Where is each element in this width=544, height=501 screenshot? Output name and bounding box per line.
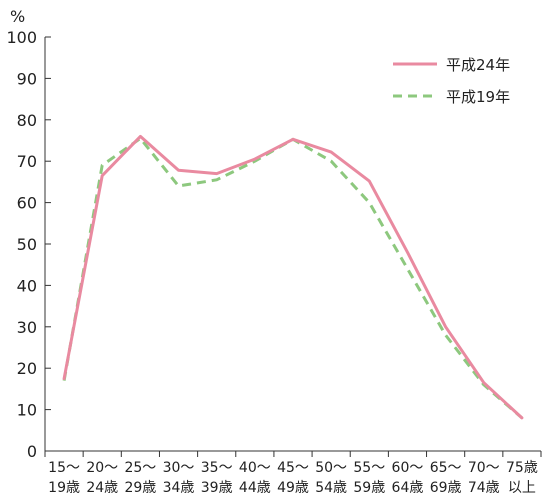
- x-tick-label: 30～: [163, 460, 195, 476]
- x-tick-label: 74歳: [468, 480, 500, 496]
- y-tick-label: 30: [17, 318, 37, 337]
- y-tick-label: 40: [17, 276, 37, 295]
- x-tick-label: 59歳: [353, 480, 385, 496]
- series-layer: [62, 134, 524, 420]
- x-tick-label: 29歳: [124, 480, 156, 496]
- y-tick-label: 100: [6, 28, 37, 47]
- x-tick-label: 64歳: [392, 480, 424, 496]
- legend-label: 平成19年: [446, 88, 510, 106]
- x-tick-label: 25～: [124, 460, 156, 476]
- x-axis: 15～ 19歳 20～ 24歳 25～ 29歳 30～ 34歳 35～ 39歳 40～ 44歳 45～ 4…: [44, 450, 542, 496]
- x-tick-label: 19歳: [48, 480, 80, 496]
- x-tick-label: 24歳: [86, 480, 118, 496]
- series-line-current: [62, 134, 524, 420]
- x-tick-label: 54歳: [315, 480, 347, 496]
- x-tick-label: 15～: [48, 460, 80, 476]
- x-tick-label: 以上: [508, 480, 536, 496]
- x-tick-label: 49歳: [277, 480, 309, 496]
- x-tick-label: 40～: [239, 460, 271, 476]
- x-tick-label: 70～: [468, 460, 500, 476]
- x-tick-label: 60～: [392, 460, 424, 476]
- x-tick-label: 55～: [353, 460, 385, 476]
- x-tick-label: 35～: [201, 460, 233, 476]
- x-tick-label: 34歳: [163, 480, 195, 496]
- y-tick-label: 80: [17, 111, 37, 130]
- y-tick-label: 0: [27, 442, 37, 461]
- x-tick-label: 69歳: [430, 480, 462, 496]
- x-tick-label: 39歳: [201, 480, 233, 496]
- x-tick-label: 44歳: [239, 480, 271, 496]
- x-tick-label: 65～: [430, 460, 462, 476]
- y-tick-label: 90: [17, 69, 37, 88]
- legend-label: 平成24年: [446, 56, 510, 74]
- y-tick-label: 10: [17, 401, 37, 420]
- x-tick-label: 45～: [277, 460, 309, 476]
- y-tick-label: 70: [17, 152, 37, 171]
- y-axis-unit-label: %: [10, 7, 25, 26]
- series-line-previous: [62, 136, 523, 420]
- y-axis: 0 10 20 30 40 50 60 70 80 90 100: [6, 28, 51, 461]
- y-tick-label: 20: [17, 359, 37, 378]
- y-tick-label: 50: [17, 235, 37, 254]
- x-tick-label: 50～: [315, 460, 347, 476]
- x-tick-label: 20～: [86, 460, 118, 476]
- x-tick-label: 75歳: [506, 460, 538, 476]
- y-tick-label: 60: [17, 194, 37, 213]
